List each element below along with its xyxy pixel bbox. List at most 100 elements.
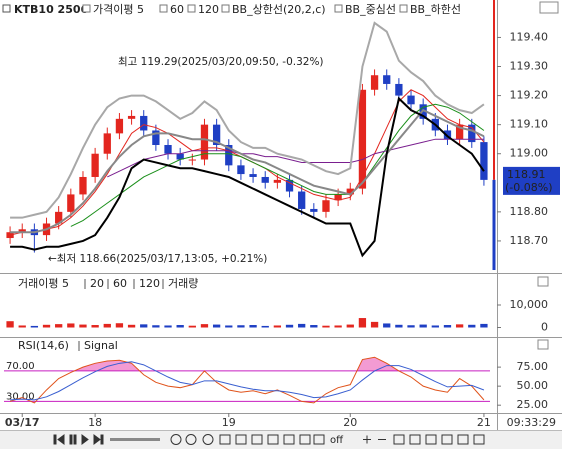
last-button[interactable] <box>93 434 101 445</box>
volume-bar <box>91 325 99 328</box>
tool-button[interactable] <box>473 434 485 445</box>
candle-body <box>273 179 282 183</box>
indicator-line <box>107 138 484 178</box>
candle-body <box>200 124 209 160</box>
volume-bar <box>395 324 403 328</box>
candle-body <box>310 208 318 212</box>
toolbar <box>0 431 562 449</box>
volume-bar <box>164 325 172 328</box>
tool-button[interactable] <box>283 434 295 445</box>
candle-body <box>298 191 306 209</box>
volume-bar <box>212 324 221 328</box>
candle-body <box>455 124 464 140</box>
volume-bar <box>431 325 439 328</box>
tool-button[interactable] <box>441 434 453 445</box>
candle-body <box>225 145 233 166</box>
legend-label: 거래이평 5 <box>18 277 69 290</box>
volume-bar <box>200 324 209 328</box>
legend-label: 120 <box>139 277 160 290</box>
tool-button[interactable] <box>251 434 263 445</box>
volume-bar <box>79 324 87 328</box>
candle-body <box>176 153 184 160</box>
legend-label: 120 <box>198 3 219 16</box>
volume-bar <box>322 325 330 328</box>
clock: 09:33:29 <box>507 416 556 429</box>
setting-icon[interactable] <box>537 339 549 350</box>
zoom-out-button[interactable] <box>170 434 182 445</box>
volume-bar <box>383 323 391 328</box>
pause-button[interactable] <box>73 434 77 445</box>
volume-bar <box>127 324 136 328</box>
prev-button[interactable] <box>57 434 65 445</box>
level-label: 30.00 <box>6 391 35 402</box>
volume-bar <box>249 325 257 328</box>
zoom-button[interactable] <box>202 434 214 445</box>
volume-bar <box>115 323 124 328</box>
tool-button[interactable] <box>393 434 405 445</box>
checkbox-icon[interactable] <box>82 4 91 13</box>
checkbox-icon[interactable] <box>159 4 168 13</box>
y-tick-label: 118.80 <box>510 205 549 218</box>
tool-button[interactable] <box>457 434 469 445</box>
symbol: KTB10 2506 <box>14 3 89 16</box>
volume-bar <box>419 324 427 328</box>
tool-button[interactable] <box>299 434 311 445</box>
volume-bar <box>480 323 488 328</box>
last-price-box <box>503 166 560 195</box>
candle-body <box>468 124 476 143</box>
candle-body <box>285 179 294 192</box>
high-annotation: 최고 119.29(2025/03/20,09:50, -0.32%) <box>118 56 324 68</box>
legend-label: BB_중심선 <box>345 3 396 16</box>
setting-icon[interactable] <box>539 1 559 14</box>
candle-body <box>115 118 124 134</box>
y-tick-label: 119.20 <box>510 89 549 102</box>
tool-button[interactable] <box>409 434 421 445</box>
checkbox-icon[interactable] <box>221 4 230 13</box>
last-button[interactable] <box>100 434 104 445</box>
candle-body <box>103 133 111 154</box>
candle-body <box>358 89 367 189</box>
candle-body <box>370 75 379 90</box>
checkbox-icon[interactable] <box>187 4 196 13</box>
tool-button[interactable] <box>267 434 279 445</box>
toggle-button[interactable]: off <box>330 435 344 446</box>
setting-icon[interactable] <box>537 276 549 287</box>
tool-button[interactable] <box>235 434 247 445</box>
volume-bar <box>18 325 26 328</box>
tool-button[interactable] <box>313 434 325 445</box>
y-tick-label: 75.00 <box>517 360 549 373</box>
volume-bar <box>55 324 63 328</box>
x-tick-label: 20 <box>343 416 357 429</box>
indicator-line <box>10 96 485 258</box>
tool-button[interactable] <box>425 434 437 445</box>
volume-bar <box>140 324 148 328</box>
checkbox-icon[interactable] <box>399 4 408 13</box>
next-button[interactable] <box>81 434 89 445</box>
candle-body <box>79 176 87 195</box>
volume-bar <box>42 324 51 328</box>
volume-bar <box>455 324 464 328</box>
y-tick-label: 0 <box>541 321 548 334</box>
first-button[interactable] <box>53 434 57 445</box>
pause-button[interactable] <box>69 434 73 445</box>
legend-label: RSI(14,6) <box>18 339 69 352</box>
zoom-in-button[interactable] <box>185 434 197 445</box>
y-tick-label: 119.30 <box>510 60 549 73</box>
indicator-line <box>10 21 485 219</box>
x-tick-label: 18 <box>88 416 102 429</box>
x-tick-label: 03/17 <box>5 416 40 429</box>
candle-body <box>346 188 354 195</box>
volume-bar <box>370 321 379 328</box>
tool-button[interactable] <box>219 434 231 445</box>
checkbox-icon[interactable] <box>2 4 11 13</box>
legend-label: 거래량 <box>168 277 198 290</box>
volume-bar <box>334 325 342 328</box>
candle-body <box>407 95 415 105</box>
checkbox-icon[interactable] <box>334 4 343 13</box>
candle-body <box>18 229 26 233</box>
volume-bar <box>225 325 233 328</box>
candle-body <box>164 145 172 154</box>
legend-label: Signal <box>84 339 118 352</box>
